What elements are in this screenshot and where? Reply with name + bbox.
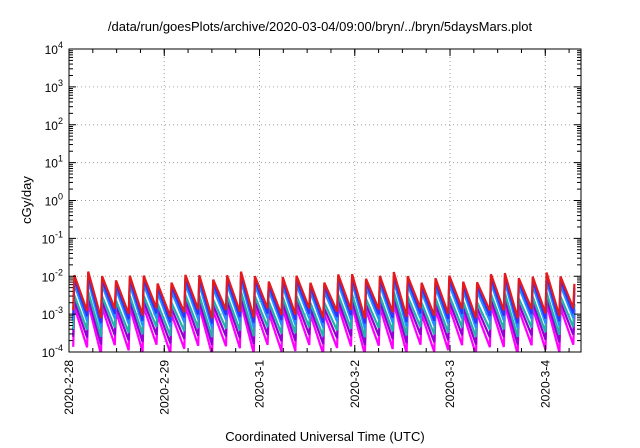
y-tick-label: 102 (45, 116, 63, 133)
y-axis-label: cGy/day (19, 176, 34, 224)
x-tick-label: 2020-3-4 (538, 360, 552, 408)
x-tick-labels: 2020-2-28 2020-2-29 2020-3-1 2020-3-2 2020-3… (62, 360, 552, 415)
y-tick-label: 104 (45, 40, 63, 57)
y-tick-label: 10-4 (42, 343, 63, 360)
chart-title: /data/run/goesPlots/archive/2020-03-04/0… (108, 19, 533, 34)
x-tick-label: 2020-3-3 (443, 360, 457, 408)
x-tick-label: 2020-2-28 (62, 360, 76, 415)
x-tick-label: 2020-3-1 (253, 360, 267, 408)
y-tick-label: 100 (45, 192, 63, 209)
x-axis-label: Coordinated Universal Time (UTC) (225, 429, 424, 444)
tick-marks (68, 48, 581, 353)
y-tick-label: 10-1 (42, 229, 63, 246)
y-tick-label: 10-3 (42, 305, 63, 322)
series-layer (72, 271, 576, 352)
x-tick-label: 2020-3-2 (348, 360, 362, 408)
x-tick-label: 2020-2-29 (157, 360, 171, 415)
y-tick-label: 103 (45, 78, 63, 95)
y-tick-label: 101 (45, 154, 63, 171)
series-line (72, 271, 576, 319)
y-tick-labels: 10-4 10-3 10-2 10-1 100 101 102 103 104 (42, 40, 63, 360)
y-tick-label: 10-2 (42, 267, 63, 284)
